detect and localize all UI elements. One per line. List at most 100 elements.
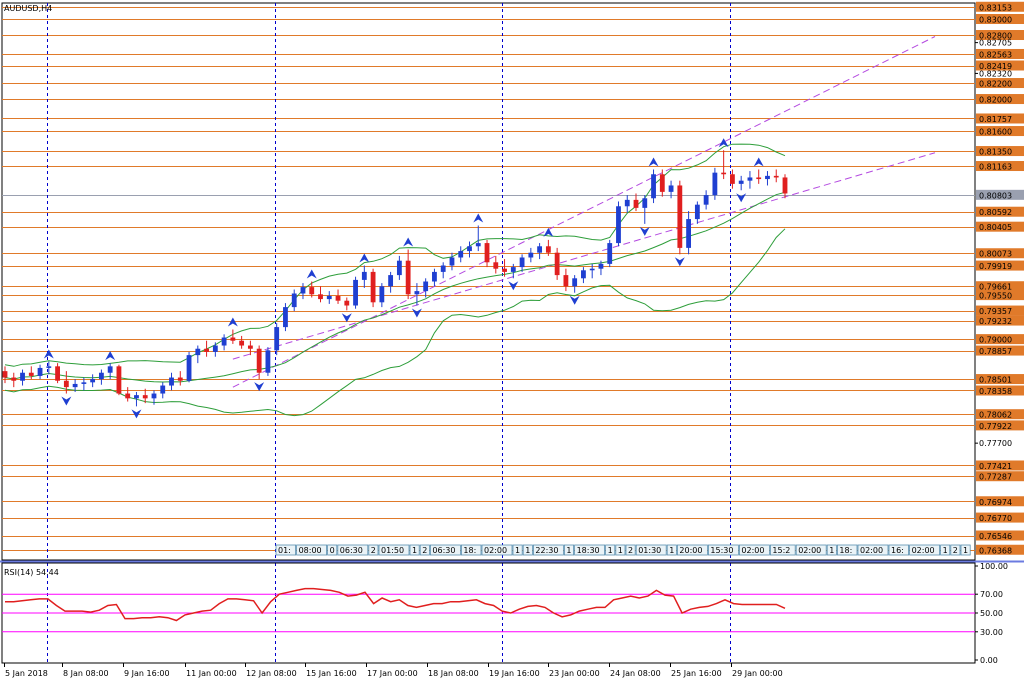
support-resistance-levels <box>2 7 975 551</box>
price-label: 0.79919 <box>979 262 1012 271</box>
rsi-tick-label: 0.00 <box>980 656 998 665</box>
candle-body <box>607 243 613 264</box>
candle-body <box>46 366 52 368</box>
price-label: 0.78501 <box>979 376 1012 385</box>
candle-body <box>589 268 595 271</box>
session-tag: 18:30 <box>577 546 600 555</box>
candle-body <box>545 246 551 253</box>
fractal-up-marker <box>306 269 317 279</box>
candle-body <box>344 300 350 306</box>
price-label-bg <box>976 126 1024 137</box>
candle-body <box>765 175 770 180</box>
fractal-up-marker <box>543 227 554 237</box>
session-tag-box <box>275 544 297 556</box>
candle-body <box>721 172 727 175</box>
price-label-bg <box>976 14 1024 25</box>
candle-body <box>300 287 306 294</box>
candle-body <box>309 287 315 295</box>
price-label: 0.79661 <box>979 283 1012 292</box>
candle-body <box>221 337 227 346</box>
session-tag-box <box>564 544 575 556</box>
candle-body <box>291 293 297 308</box>
price-label: 0.78062 <box>979 411 1012 420</box>
session-tags: 01: 08:00 0 06:30 2 01:50 1 2 06:30 18: 02:00 1 1 22:… <box>275 544 971 556</box>
candle-body <box>440 265 446 272</box>
session-tag: 22:30 <box>535 546 558 555</box>
session-tag-box <box>378 544 410 556</box>
price-label: 0.78358 <box>979 387 1012 396</box>
candle-body <box>519 257 525 268</box>
price-label-bg <box>976 60 1024 71</box>
price-label: 0.77421 <box>979 462 1012 471</box>
candle-body <box>747 177 753 181</box>
price-label: 0.80405 <box>979 223 1012 232</box>
price-label-bg <box>976 206 1024 217</box>
session-tag: 01: <box>278 546 291 555</box>
channel-upper <box>232 36 936 388</box>
candle-body <box>81 382 87 384</box>
session-tag: 1 <box>943 546 948 555</box>
fractal-up-marker <box>648 157 659 167</box>
price-label: 0.77700 <box>979 439 1012 448</box>
time-label: 5 Jan 2018 <box>5 669 48 678</box>
session-tag: 1 <box>608 546 613 555</box>
fractal-markers <box>43 138 764 419</box>
session-tag-box <box>368 544 379 556</box>
session-tag: 0 <box>330 546 335 555</box>
session-tag: 06:30 <box>340 546 363 555</box>
candles <box>2 150 788 407</box>
price-label-bg <box>976 544 1024 555</box>
time-label: 11 Jan 00:00 <box>186 669 237 678</box>
candle-body <box>230 337 236 341</box>
session-tag-box <box>677 544 708 556</box>
session-tag-box <box>460 544 482 556</box>
candle-body <box>239 340 245 346</box>
candle-body <box>125 393 131 399</box>
price-label: 0.82000 <box>979 96 1012 105</box>
price-label-bg <box>976 30 1024 41</box>
price-label: 0.77287 <box>979 473 1012 482</box>
candle-body <box>554 252 560 276</box>
session-tag: 18: <box>463 546 476 555</box>
price-label-bg <box>976 113 1024 124</box>
candle-body <box>668 185 674 192</box>
price-label-bg <box>976 471 1024 482</box>
candle-body <box>405 260 411 295</box>
candle-body <box>423 281 429 292</box>
session-tag: 1 <box>829 546 834 555</box>
session-tag-box <box>950 544 961 556</box>
session-tag: 2 <box>628 546 633 555</box>
candle-body <box>98 372 104 380</box>
price-label: 0.83000 <box>979 16 1012 25</box>
session-tag-box <box>795 544 827 556</box>
candle-body <box>414 291 420 295</box>
price-label-bg <box>976 374 1024 385</box>
price-label-bg <box>976 409 1024 420</box>
candle-body <box>659 174 665 192</box>
candle-body <box>379 286 385 303</box>
session-tag-box <box>837 544 858 556</box>
price-label-bg <box>976 161 1024 172</box>
price-label-bg <box>976 460 1024 471</box>
price-label: 0.82800 <box>979 32 1012 41</box>
fractal-down-marker <box>341 313 352 323</box>
candle-body <box>756 177 762 180</box>
candle-body <box>484 243 490 263</box>
candle-body <box>186 355 192 381</box>
price-label: 0.80592 <box>979 208 1012 217</box>
session-tag-box <box>512 544 523 556</box>
candle-body <box>20 372 25 381</box>
session-tag-box <box>337 544 369 556</box>
price-label-bg <box>976 420 1024 431</box>
price-label: 0.82200 <box>979 80 1012 89</box>
session-tag: 01:50 <box>381 546 404 555</box>
candle-body <box>247 345 253 349</box>
candle-body <box>782 177 788 194</box>
fractal-up-marker <box>359 253 370 263</box>
candle-body <box>686 219 692 248</box>
session-tag-box <box>770 544 796 556</box>
trend-channel <box>232 36 936 388</box>
fractal-up-marker <box>105 351 116 361</box>
band-upper <box>4 143 786 367</box>
session-tag: 2 <box>422 546 427 555</box>
